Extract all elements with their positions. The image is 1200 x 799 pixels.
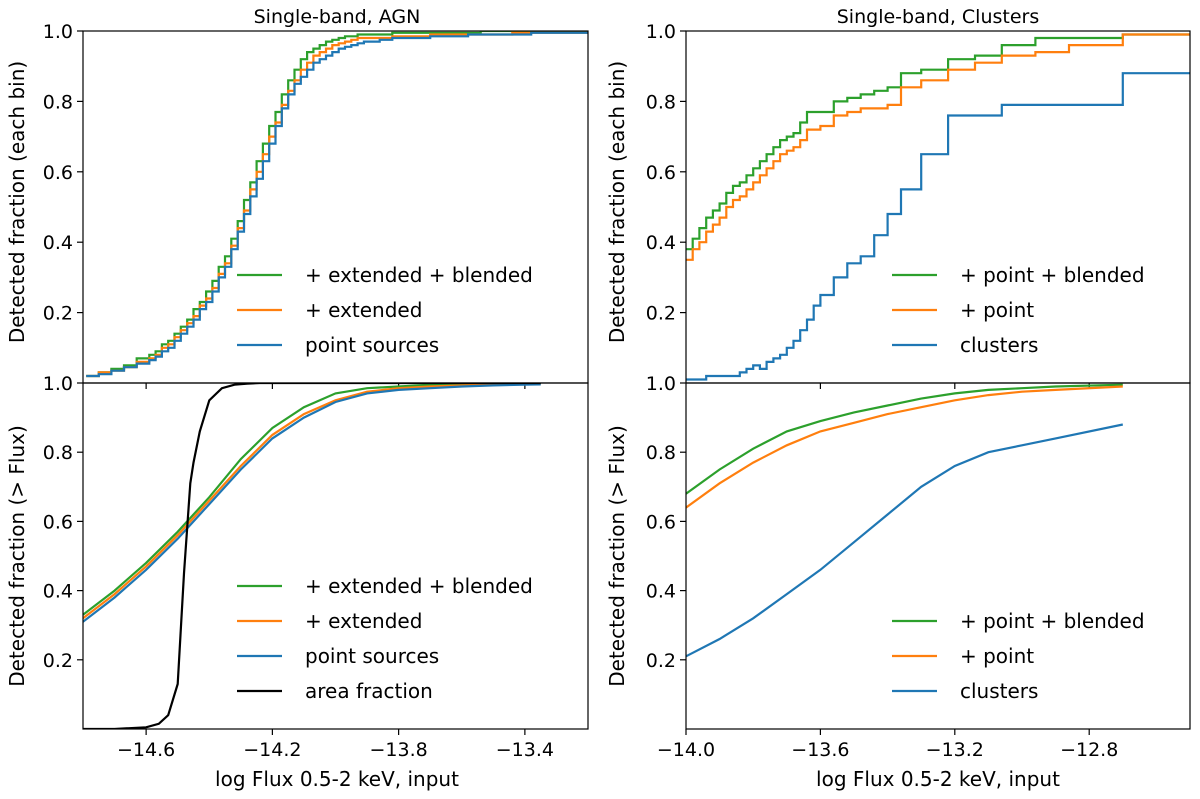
agn_bin-line-extended-blended bbox=[86, 31, 588, 378]
clusters_cum-ytick-label: 0.6 bbox=[646, 511, 676, 533]
clusters_bin-ytick-label: 0.8 bbox=[646, 91, 676, 113]
agn_cum-ytick-label: 0.6 bbox=[43, 511, 73, 533]
clusters_bin-legend-label-clusters: clusters bbox=[960, 333, 1038, 357]
agn_cum-legend-label-extended-blended: + extended + blended bbox=[305, 574, 533, 598]
clusters_cum-axes-frame bbox=[685, 382, 1191, 730]
clusters_cum-series-group bbox=[686, 383, 1124, 658]
clusters_bin-line-point bbox=[686, 33, 1190, 261]
agn_cum-legend-label-extended: + extended bbox=[305, 609, 422, 633]
clusters_bin-line-clusters bbox=[686, 72, 1190, 381]
clusters_bin-ytick-label: 0.4 bbox=[646, 232, 676, 254]
agn_cum-ytick-label: 1.0 bbox=[43, 373, 73, 395]
ylabel-agn-top: Detected fraction (each bin) bbox=[5, 61, 29, 343]
ylabel-clusters-bottom: Detected fraction (> Flux) bbox=[605, 425, 629, 687]
clusters_bin-ytick-label: 0.2 bbox=[646, 303, 676, 325]
clusters_bin-ytick-label: 1.0 bbox=[646, 21, 676, 43]
agn_bin-legend-label-extended-blended: + extended + blended bbox=[305, 263, 533, 287]
xlabel-clusters: log Flux 0.5-2 keV, input bbox=[816, 767, 1060, 791]
agn_bin-ytick-label: 0.8 bbox=[43, 91, 73, 113]
agn_cum-ytick-label: 0.4 bbox=[43, 581, 73, 603]
clusters_cum-xtick-label: −12.8 bbox=[1060, 739, 1118, 761]
clusters_cum-line-point-blended bbox=[686, 383, 1123, 495]
clusters_bin-axes-frame bbox=[685, 30, 1191, 384]
agn_bin-legend-label-point-sources: point sources bbox=[305, 333, 439, 357]
panel-clusters-detected-fraction-each-bin: 0.2 0.4 0.6 0.8 1.0 + point + blended + point c… bbox=[646, 21, 1191, 389]
agn_bin-ytick-label: 0.4 bbox=[43, 232, 73, 254]
clusters_cum-xtick-label: −14.0 bbox=[657, 739, 715, 761]
agn-panel-title: Single-band, AGN bbox=[254, 6, 421, 28]
agn_bin-series-group bbox=[86, 31, 588, 378]
clusters_bin-ytick-label: 0.6 bbox=[646, 162, 676, 184]
agn_cum-xtick-label: −14.2 bbox=[243, 739, 301, 761]
clusters_cum-ytick-label: 1.0 bbox=[646, 373, 676, 395]
agn_cum-ytick-label: 0.2 bbox=[43, 650, 73, 672]
agn_cum-xtick-label: −13.8 bbox=[370, 739, 428, 761]
clusters_cum-line-clusters bbox=[686, 423, 1124, 658]
panel-clusters-detected-fraction-cumulative: −14.0 −13.6 −13.2 −12.8 0.2 0.4 0.6 0.8 1.0 + poi… bbox=[646, 373, 1191, 761]
clusters_cum-legend-label-clusters: clusters bbox=[960, 679, 1038, 703]
clusters_cum-ytick-label: 0.2 bbox=[646, 650, 676, 672]
agn_bin-legend-label-extended: + extended bbox=[305, 298, 422, 322]
clusters_cum-line-point bbox=[686, 385, 1123, 509]
agn_bin-ytick-label: 0.6 bbox=[43, 162, 73, 184]
agn_bin-ytick-label: 0.2 bbox=[43, 303, 73, 325]
clusters_cum-xtick-label: −13.2 bbox=[926, 739, 984, 761]
agn_bin-ytick-label: 1.0 bbox=[43, 21, 73, 43]
panel-agn-detected-fraction-cumulative: −14.6 −14.2 −13.8 −13.4 0.2 0.4 0.6 0.8 1.0 + ext… bbox=[43, 373, 589, 761]
agn_cum-axes-frame bbox=[82, 382, 589, 730]
clusters_cum-legend-label-point: + point bbox=[960, 644, 1034, 668]
clusters_bin-legend-label-point-blended: + point + blended bbox=[960, 263, 1145, 287]
agn_cum-legend-label-area-fraction: area fraction bbox=[305, 679, 433, 703]
agn_bin-line-point-sources bbox=[86, 31, 588, 378]
clusters_cum-ytick-label: 0.4 bbox=[646, 581, 676, 603]
agn_bin-axes-frame bbox=[82, 30, 589, 384]
xlabel-agn: log Flux 0.5-2 keV, input bbox=[215, 767, 459, 791]
agn_cum-xtick-label: −13.4 bbox=[496, 739, 554, 761]
agn_cum-legend-label-point-sources: point sources bbox=[305, 644, 439, 668]
clusters_bin-line-point-blended bbox=[686, 33, 1190, 251]
agn_bin-line-extended bbox=[86, 31, 588, 378]
ylabel-agn-bottom: Detected fraction (> Flux) bbox=[5, 425, 29, 687]
agn_cum-series-group bbox=[83, 383, 541, 729]
agn_cum-line-area-fraction bbox=[83, 383, 541, 729]
clusters_cum-ytick-label: 0.8 bbox=[646, 442, 676, 464]
ylabel-clusters-top: Detected fraction (each bin) bbox=[605, 61, 629, 343]
clusters_bin-legend-label-point: + point bbox=[960, 298, 1034, 322]
clusters_cum-legend-label-point-blended: + point + blended bbox=[960, 609, 1145, 633]
panel-agn-detected-fraction-each-bin: 0.2 0.4 0.6 0.8 1.0 + extended + blended + ext… bbox=[43, 21, 589, 389]
agn_cum-line-point-sources bbox=[83, 383, 541, 623]
agn_cum-xtick-label: −14.6 bbox=[117, 739, 175, 761]
clusters_bin-series-group bbox=[686, 33, 1190, 381]
clusters-panel-title: Single-band, Clusters bbox=[837, 6, 1040, 28]
agn_cum-ytick-label: 0.8 bbox=[43, 442, 73, 464]
clusters_cum-xtick-label: −13.6 bbox=[791, 739, 849, 761]
